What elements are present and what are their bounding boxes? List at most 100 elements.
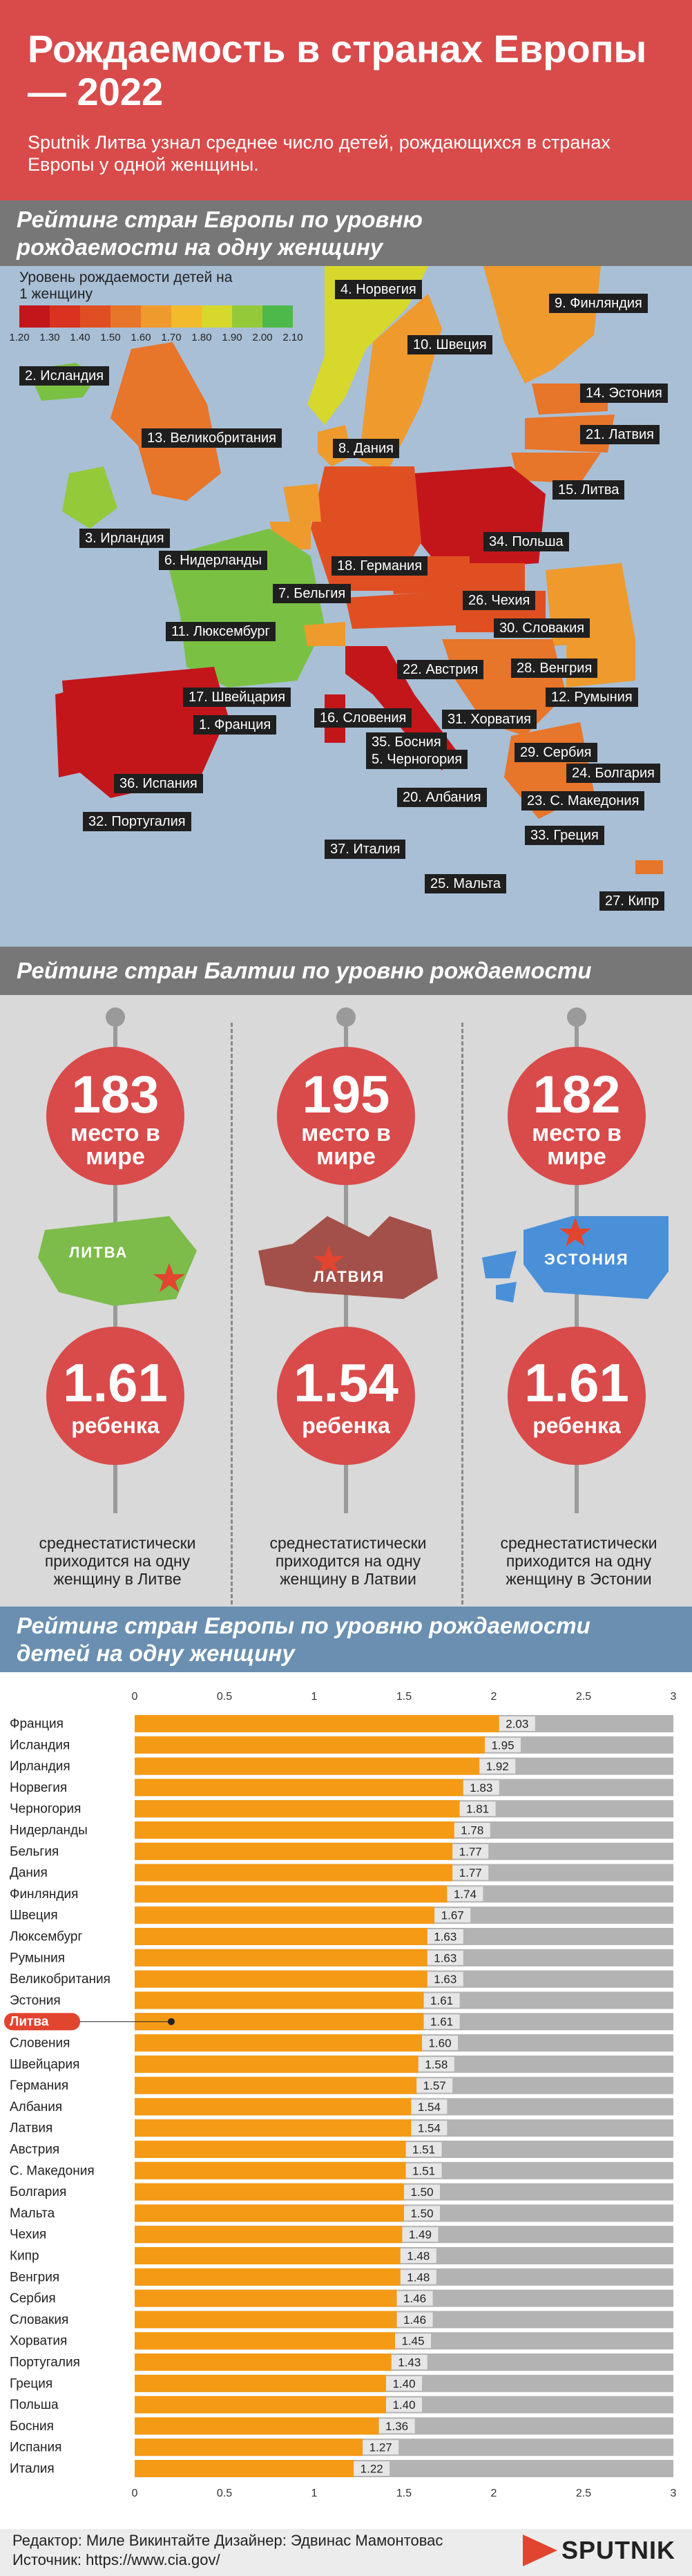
- logo-arrow-icon: [522, 2535, 557, 2566]
- x-tick-label-top: 2.5: [576, 1691, 591, 1703]
- rank-label: место в мире: [301, 1120, 391, 1170]
- value-label: 1.51: [412, 2164, 435, 2177]
- category-label: Албания: [10, 2100, 62, 2114]
- legend-tick-label: 2.00: [252, 332, 273, 343]
- value-label-bg: [463, 1780, 499, 1795]
- value-label-bg: [427, 1971, 463, 1987]
- bar: [135, 2119, 412, 2137]
- value-label-bg: [452, 1844, 489, 1859]
- map-section-title-line1: Рейтинг стран Европы по уровню: [17, 206, 423, 232]
- category-label: Норвегия: [10, 1781, 67, 1795]
- category-label: Черногория: [10, 1802, 81, 1817]
- country-ireland: [62, 466, 117, 529]
- map-country-label: 32. Португалия: [83, 812, 191, 831]
- value-label: 1.50: [410, 2186, 433, 2199]
- bar: [135, 1715, 499, 1732]
- map-country-label: 10. Швеция: [407, 335, 492, 354]
- category-label: С. Македония: [10, 2163, 95, 2178]
- value-label-bg: [447, 1886, 483, 1902]
- category-label: Люксембург: [10, 1930, 82, 1944]
- bar: [135, 1991, 424, 2009]
- europe-map: Уровень рождаемости детей на 1 женщину 1…: [0, 266, 692, 947]
- value-label-bg: [396, 2312, 433, 2327]
- value-label: 1.49: [409, 2228, 432, 2242]
- bar: [135, 1885, 448, 1903]
- capital-star-icon: [559, 1218, 591, 1247]
- bar: [135, 1736, 485, 1754]
- bar: [135, 1821, 454, 1839]
- rate-label: ребенка: [532, 1413, 621, 1438]
- map-country-label: 29. Сербия: [515, 743, 597, 762]
- value-label: 1.50: [410, 2207, 433, 2220]
- map-country-label: 4. Норвегия: [335, 280, 422, 299]
- legend-swatch: [110, 305, 141, 328]
- bar: [135, 2161, 406, 2179]
- chart-section-header: Рейтинг стран Европы по уровню рождаемос…: [0, 1607, 692, 1672]
- chart-section-title-line2: детей на одну женщину: [17, 1640, 295, 1666]
- rank-circle: 183 место в мире: [46, 1047, 184, 1185]
- legend-swatch: [262, 305, 293, 328]
- bar-chart: 0 0 0.5 0.5 1 1 1.5 1.5 2 2 2.5 2.5 3 3 2.03 Франция 1.9…: [0, 1672, 692, 2564]
- category-label: Испания: [10, 2441, 61, 2455]
- legend-swatch: [171, 305, 202, 328]
- bar: [135, 2226, 403, 2244]
- x-tick-label-bottom: 0: [132, 2488, 138, 2499]
- value-label: 1.51: [412, 2143, 435, 2157]
- rate-label: ребенка: [71, 1413, 160, 1438]
- legend-tick-label: 1.20: [9, 332, 30, 343]
- value-label: 1.63: [434, 1973, 456, 1986]
- map-country-label: 11. Люксембург: [166, 622, 276, 641]
- value-label-bg: [422, 2036, 458, 2050]
- bar: [135, 1970, 427, 1988]
- legend-swatch: [19, 305, 50, 328]
- x-tick-label-bottom: 2: [491, 2488, 497, 2499]
- value-label: 2.03: [506, 1718, 528, 1731]
- value-label: 1.92: [486, 1760, 509, 1773]
- map-country-label: 21. Латвия: [580, 425, 660, 444]
- bar: [135, 1928, 427, 1945]
- country-austria: [345, 591, 456, 629]
- bar: [135, 2374, 386, 2392]
- estonia-shape: [482, 1216, 669, 1303]
- legend-tick-label: 1.60: [131, 332, 151, 343]
- value-label: 1.78: [461, 1824, 483, 1837]
- map-country-label: 26. Чехия: [463, 591, 536, 610]
- country-switzerland: [304, 622, 345, 646]
- country-netherlands: [283, 484, 321, 522]
- rate-circle: 1.61 ребенка: [508, 1327, 646, 1465]
- value-label: 1.58: [425, 2058, 448, 2071]
- category-label: Польша: [10, 2398, 59, 2412]
- bar: [135, 2417, 379, 2435]
- rate-value: 1.54: [294, 1352, 398, 1413]
- map-country-label: 23. С. Македония: [521, 791, 645, 811]
- value-label: 1.40: [392, 2398, 415, 2412]
- map-country-label: 27. Кипр: [599, 891, 665, 911]
- value-label-bg: [363, 2440, 399, 2455]
- legend-title: Уровень рождаемости детей на 1 женщину: [19, 269, 233, 302]
- map-section-title-line2: рождаемости на одну женщину: [17, 234, 383, 260]
- map-country-label: 16. Словения: [314, 708, 412, 728]
- value-label: 1.60: [428, 2037, 451, 2050]
- map-country-label: 22. Австрия: [397, 660, 484, 679]
- legend-tick-label: 2.10: [282, 332, 303, 343]
- value-label-bg: [427, 1950, 463, 1965]
- legend-swatch: [50, 305, 80, 328]
- value-label-bg: [416, 2078, 453, 2093]
- country-norway: [307, 266, 428, 425]
- category-label: Румыния: [10, 1951, 65, 1965]
- bar: [135, 1842, 453, 1860]
- value-label-bg: [405, 2163, 442, 2178]
- legend-swatch: [232, 305, 262, 328]
- category-label: Эстония: [10, 1993, 61, 2008]
- bar: [135, 2332, 395, 2350]
- bar: [135, 1864, 453, 1882]
- value-label: 1.48: [407, 2271, 430, 2284]
- baltic-column-latvia: 195 место в мире ЛАТВИЯ 1.54 ребенка сре…: [231, 995, 461, 1624]
- value-label-bg: [459, 1801, 496, 1817]
- map-country-label: 2. Исландия: [19, 366, 110, 386]
- logo-wordmark: SPUTNIK: [561, 2536, 675, 2564]
- map-country-label: 12. Румыния: [546, 688, 638, 707]
- value-label: 1.67: [441, 1909, 464, 1922]
- baltic-column-estonia: 182 место в мире ЭСТОНИЯ 1.61 ребенка ср…: [461, 995, 692, 1624]
- x-tick-label-bottom: 2.5: [576, 2488, 591, 2499]
